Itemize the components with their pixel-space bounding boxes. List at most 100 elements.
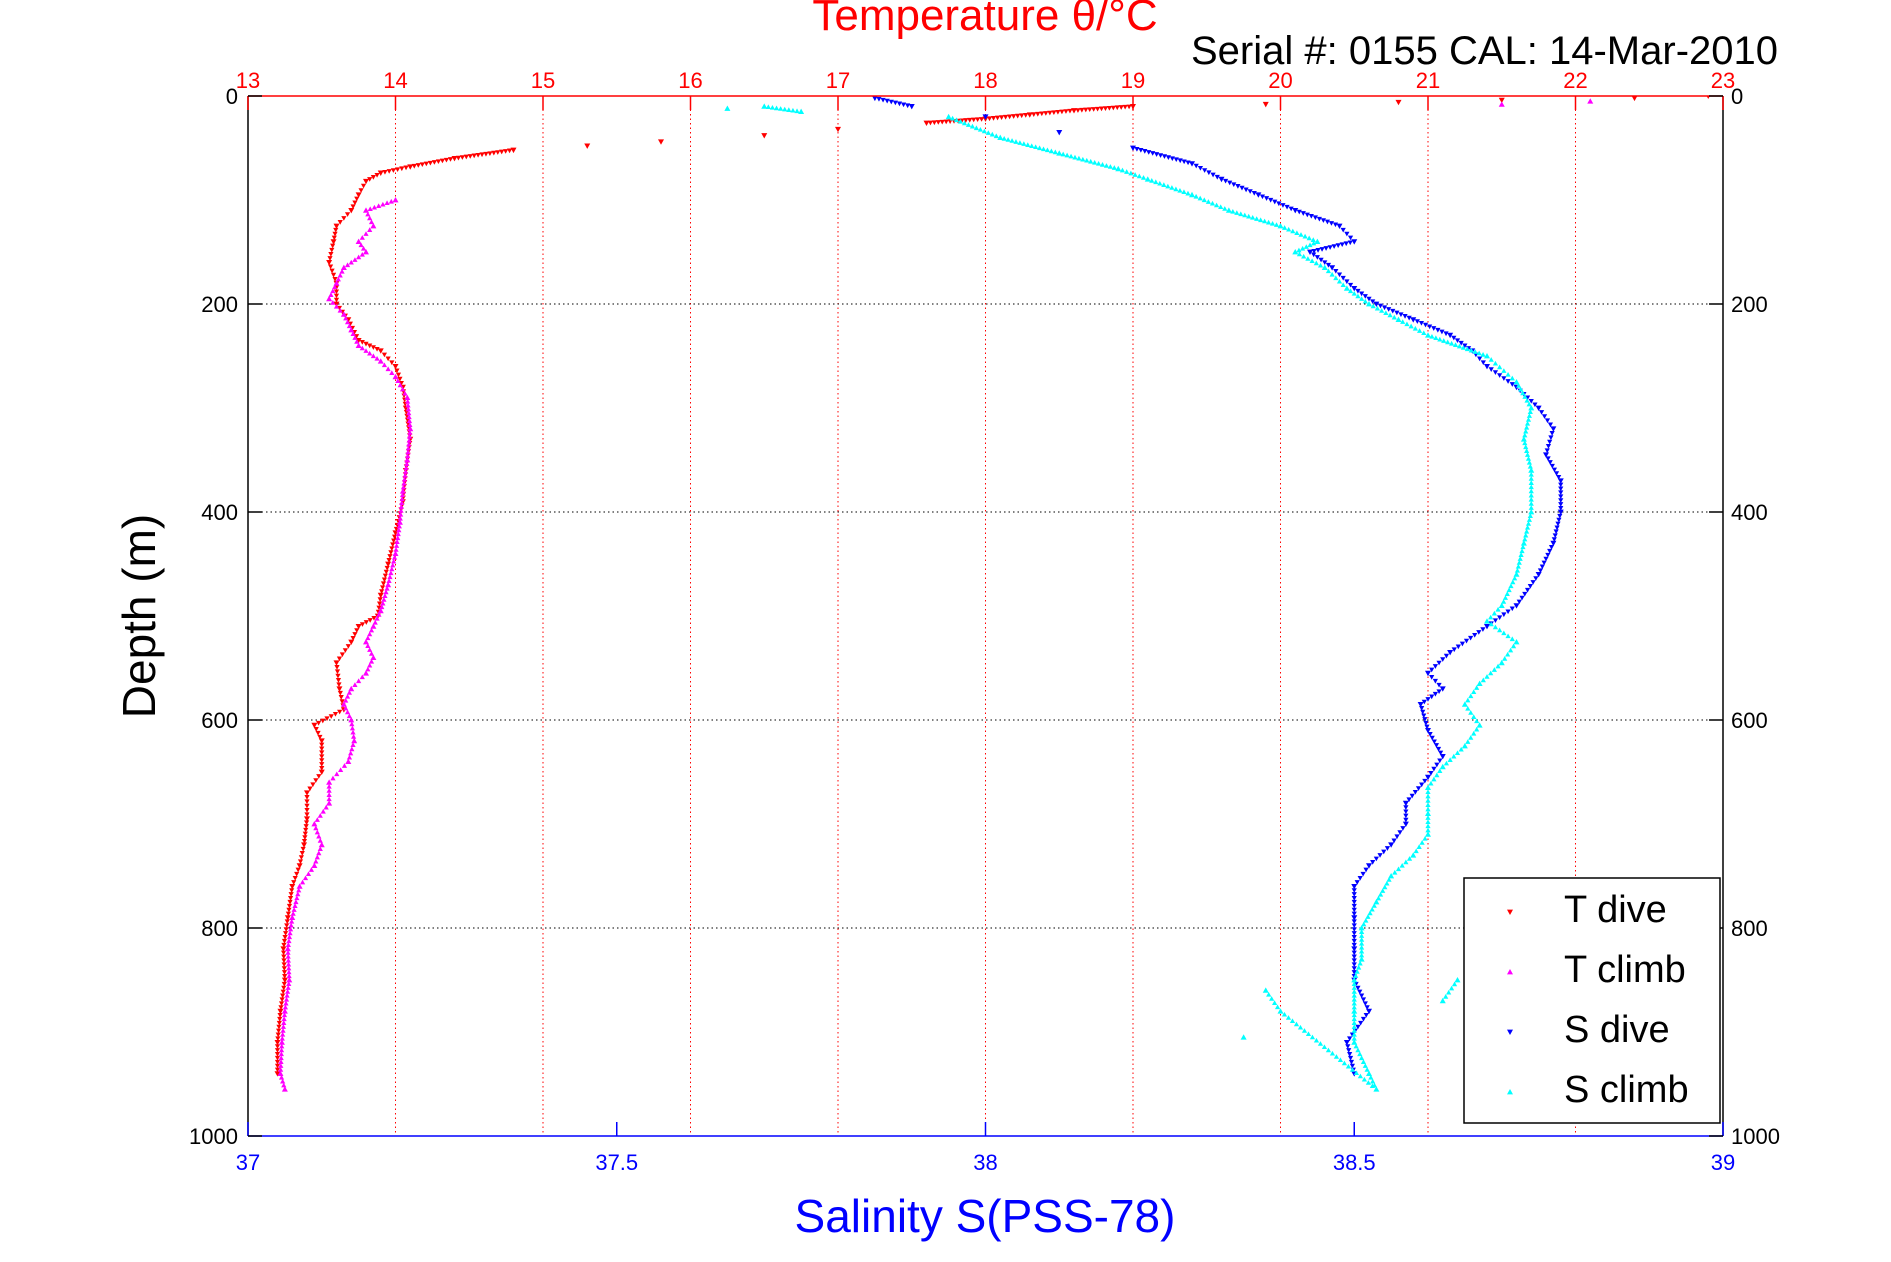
data-point [1351,923,1357,928]
data-point [1266,991,1272,997]
data-point [1373,899,1380,905]
data-point [1355,293,1361,299]
data-point [407,164,414,170]
data-point [280,950,287,956]
data-point [1325,262,1332,268]
data-point [1315,248,1321,253]
data-point [1472,349,1478,354]
data-point [971,117,977,123]
data-point [336,686,343,692]
data-point [344,709,351,715]
data-point [1225,207,1232,213]
data-point [1516,383,1522,388]
data-point [405,398,411,404]
data-point [1520,436,1527,442]
data-point [1505,371,1511,377]
data-point [1344,231,1350,237]
data-point [277,1008,284,1015]
data-point [1307,249,1313,255]
data-point [359,252,365,257]
data-point [406,437,412,443]
data-point [1365,1080,1371,1085]
data-point [1480,627,1486,632]
data-point [1471,689,1477,694]
data-point [344,262,351,268]
data-point [1461,701,1468,707]
data-point [292,876,298,881]
data-point [997,134,1004,140]
data-point [1197,195,1203,201]
data-point [1400,319,1406,324]
data-point [370,345,376,350]
x-top-tick-label: 21 [1416,68,1440,93]
data-point [1351,919,1357,925]
data-point [977,127,983,132]
data-point [1429,675,1435,680]
data-point [379,589,385,594]
data-point [1351,888,1357,893]
data-point [953,117,960,123]
data-point [782,106,788,112]
data-point [1514,567,1521,573]
legend-label: S dive [1564,1009,1670,1051]
data-point [1425,332,1431,338]
data-point [302,835,308,840]
data-point [1348,1059,1355,1065]
data-point [315,720,322,726]
data-point [1346,1048,1352,1053]
data-point [311,862,318,868]
data-point [355,192,362,198]
data-point [835,126,841,133]
data-point [1520,540,1527,546]
data-point [399,386,406,392]
data-point [395,378,401,384]
data-point [370,223,377,229]
data-point [333,227,339,233]
data-point [1506,587,1512,593]
data-point [363,231,369,236]
data-point [333,297,340,303]
x-top-tick-label: 19 [1121,68,1145,93]
data-point [1394,310,1400,316]
data-point [367,227,373,232]
series-s-climb [724,103,1535,1092]
data-point [487,151,493,157]
data-point [1005,137,1011,142]
data-point [1146,150,1152,155]
data-point [1055,109,1061,115]
legend: T dive T climb S dive S climb [1463,877,1721,1124]
data-point [324,716,330,722]
data-point [365,211,371,217]
data-point [1425,806,1431,812]
data-point [1262,218,1268,224]
legend-label: S climb [1564,1069,1689,1111]
data-point [1404,321,1410,327]
data-point [1403,809,1409,815]
data-point [427,160,433,166]
data-point [1309,258,1315,263]
data-point [1522,432,1528,438]
data-point [1293,1021,1300,1027]
data-point [1547,439,1553,445]
data-point [319,766,325,771]
data-point [403,465,409,470]
data-point [1433,335,1439,341]
data-point [1544,418,1551,424]
data-point [1508,647,1514,653]
data-point [761,103,768,109]
data-point [1535,572,1542,578]
data-point [1454,338,1461,343]
data-point [283,927,289,932]
data-point [387,554,393,559]
y-left-tick-label: 200 [201,292,238,317]
data-point [1403,817,1409,823]
data-point [287,896,294,901]
data-point [1468,635,1474,641]
data-point [389,370,395,375]
data-point [379,585,386,590]
data-point [280,1078,286,1084]
data-point [344,694,351,699]
data-point [1124,169,1130,174]
data-point [1363,1013,1369,1018]
data-point [1549,463,1555,469]
